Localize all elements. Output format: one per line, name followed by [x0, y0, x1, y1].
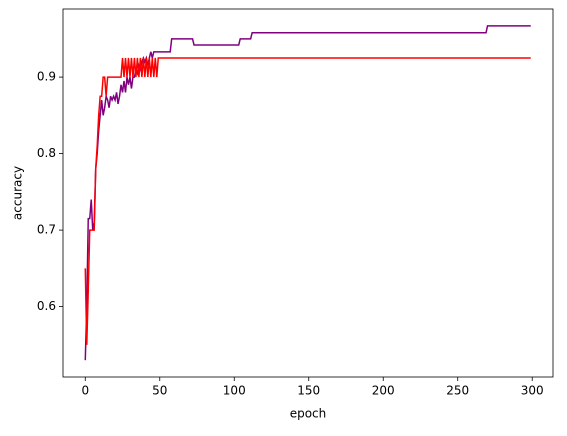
y-tick-label: 0.9: [37, 70, 56, 84]
y-tick-label: 0.8: [37, 146, 56, 160]
x-axis-label: epoch: [290, 407, 327, 421]
x-tick-label: 0: [81, 384, 89, 398]
x-tick-label: 50: [152, 384, 167, 398]
x-tick-label: 300: [521, 384, 544, 398]
x-tick-label: 100: [223, 384, 246, 398]
y-axis-label: accuracy: [11, 166, 25, 220]
plot-frame: [62, 8, 554, 378]
data-line: [84, 25, 531, 361]
x-tick-label: 150: [297, 384, 320, 398]
y-tick-label: 0.6: [37, 299, 56, 313]
y-tick-label: 0.7: [37, 223, 56, 237]
data-line: [84, 57, 531, 345]
x-tick-label: 250: [446, 384, 469, 398]
x-tick-label: 200: [372, 384, 395, 398]
